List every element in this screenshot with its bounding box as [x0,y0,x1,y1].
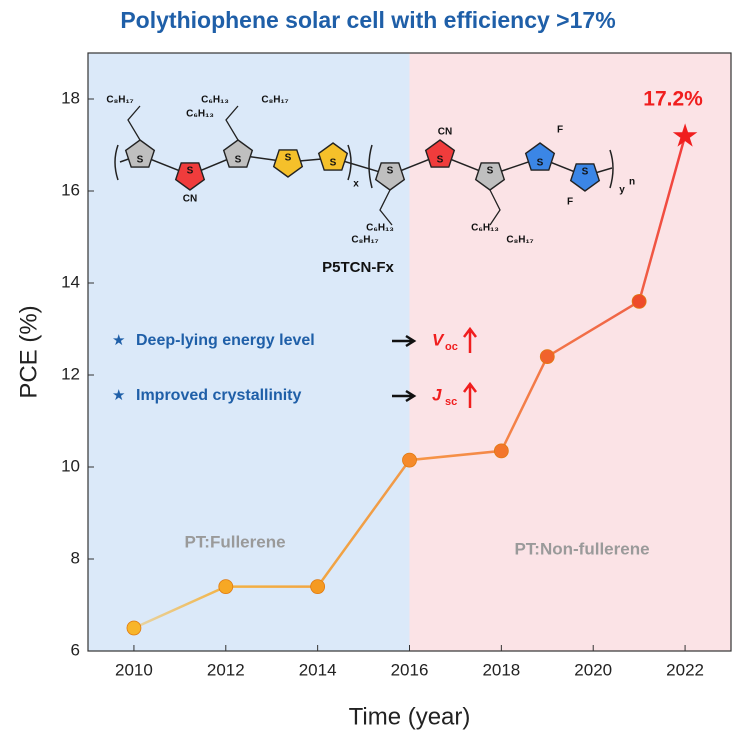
region [409,53,731,651]
x-tick-label: 2020 [574,660,612,679]
structure-label: CN [438,127,452,138]
structure-label: F [557,125,563,136]
annotation-star: ★ [112,332,125,349]
annotation-sub: oc [445,341,458,353]
thiophene-ring [474,162,506,191]
thiophene-ring [374,162,406,191]
y-tick-label: 8 [71,548,80,567]
y-tick-label: 14 [61,272,80,291]
annotation-star: ★ [112,387,125,404]
y-axis-title: PCE (%) [15,305,42,398]
annotation-sub: sc [445,396,457,408]
ring-atom: S [387,166,394,177]
structure-label: CN [183,194,197,205]
arrow [392,334,417,348]
line [133,135,687,630]
y-tick-label: 10 [61,456,80,475]
point [539,349,555,365]
ring-atom: S [537,158,544,169]
x-tick-label: 2018 [482,660,520,679]
point [402,452,417,468]
annotation-symbol: J [432,385,442,404]
point-label: 17.2% [643,87,703,110]
y-tick-label: 6 [71,640,80,659]
point [310,579,326,594]
point [631,293,647,309]
chart-title: Polythiophene solar cell with efficiency… [120,7,615,33]
x-tick-label: 2012 [207,660,245,679]
point [126,620,142,636]
structure-label: C₆H₁₃ [471,223,499,234]
region-label: PT:Fullerene [184,532,285,551]
x-tick-label: 2010 [115,660,153,679]
structure-label: C₈H₁₇ [261,95,288,106]
x-axis-title: Time (year) [349,703,471,730]
point [493,443,509,459]
thiophene-ring [424,139,456,168]
ring-atom: S [187,166,194,177]
thiophene-ring [174,162,206,191]
up-arrow [463,326,477,353]
ring-atom: S [137,155,144,166]
structure-label: x [353,179,359,190]
structure-label: C₈H₁₇ [506,235,533,246]
structure-label: C₆H₁₃ [366,223,394,234]
thiophene-ring [222,139,254,168]
up-arrow [463,381,477,408]
thiophene-ring [272,149,304,178]
x-tick-label: 2016 [391,660,429,679]
arrow [392,389,417,403]
y-tick-label: 18 [61,88,80,107]
ring-atom: S [487,166,494,177]
structure-label: C₆H₁₃ [186,109,214,120]
ring-atom: S [582,167,589,178]
ring-atom: S [285,153,292,164]
ring-atom: S [437,155,444,166]
brackets [114,144,614,189]
thiophene-ring [317,142,349,171]
ring-atom: S [330,158,337,169]
structure-label: F [567,197,573,208]
structure-label: C₆H₁₃ [201,95,229,106]
x-tick-label: 2022 [666,660,704,679]
annotation: Improved crystallinity [136,387,301,404]
structure-name: P5TCN-Fx [322,259,394,276]
ring-atom: S [235,155,242,166]
y-tick-label: 16 [61,180,80,199]
structure-label: n [629,177,635,188]
thiophene-ring [124,139,156,168]
structure-label: C₈H₁₇ [106,95,133,106]
y-tick-label: 12 [61,364,80,383]
thiophene-ring [569,163,601,192]
x-tick-label: 2014 [299,660,337,679]
structure-label: C₈H₁₇ [351,235,378,246]
region-label: PT:Non-fullerene [514,539,649,558]
point [218,579,234,594]
annotation: Deep-lying energy level [136,332,315,349]
star-marker: ★ [671,117,700,153]
structure-label: y [619,185,625,196]
annotation-symbol: V [432,330,445,349]
thiophene-ring [524,142,556,171]
side-chains [127,105,501,226]
